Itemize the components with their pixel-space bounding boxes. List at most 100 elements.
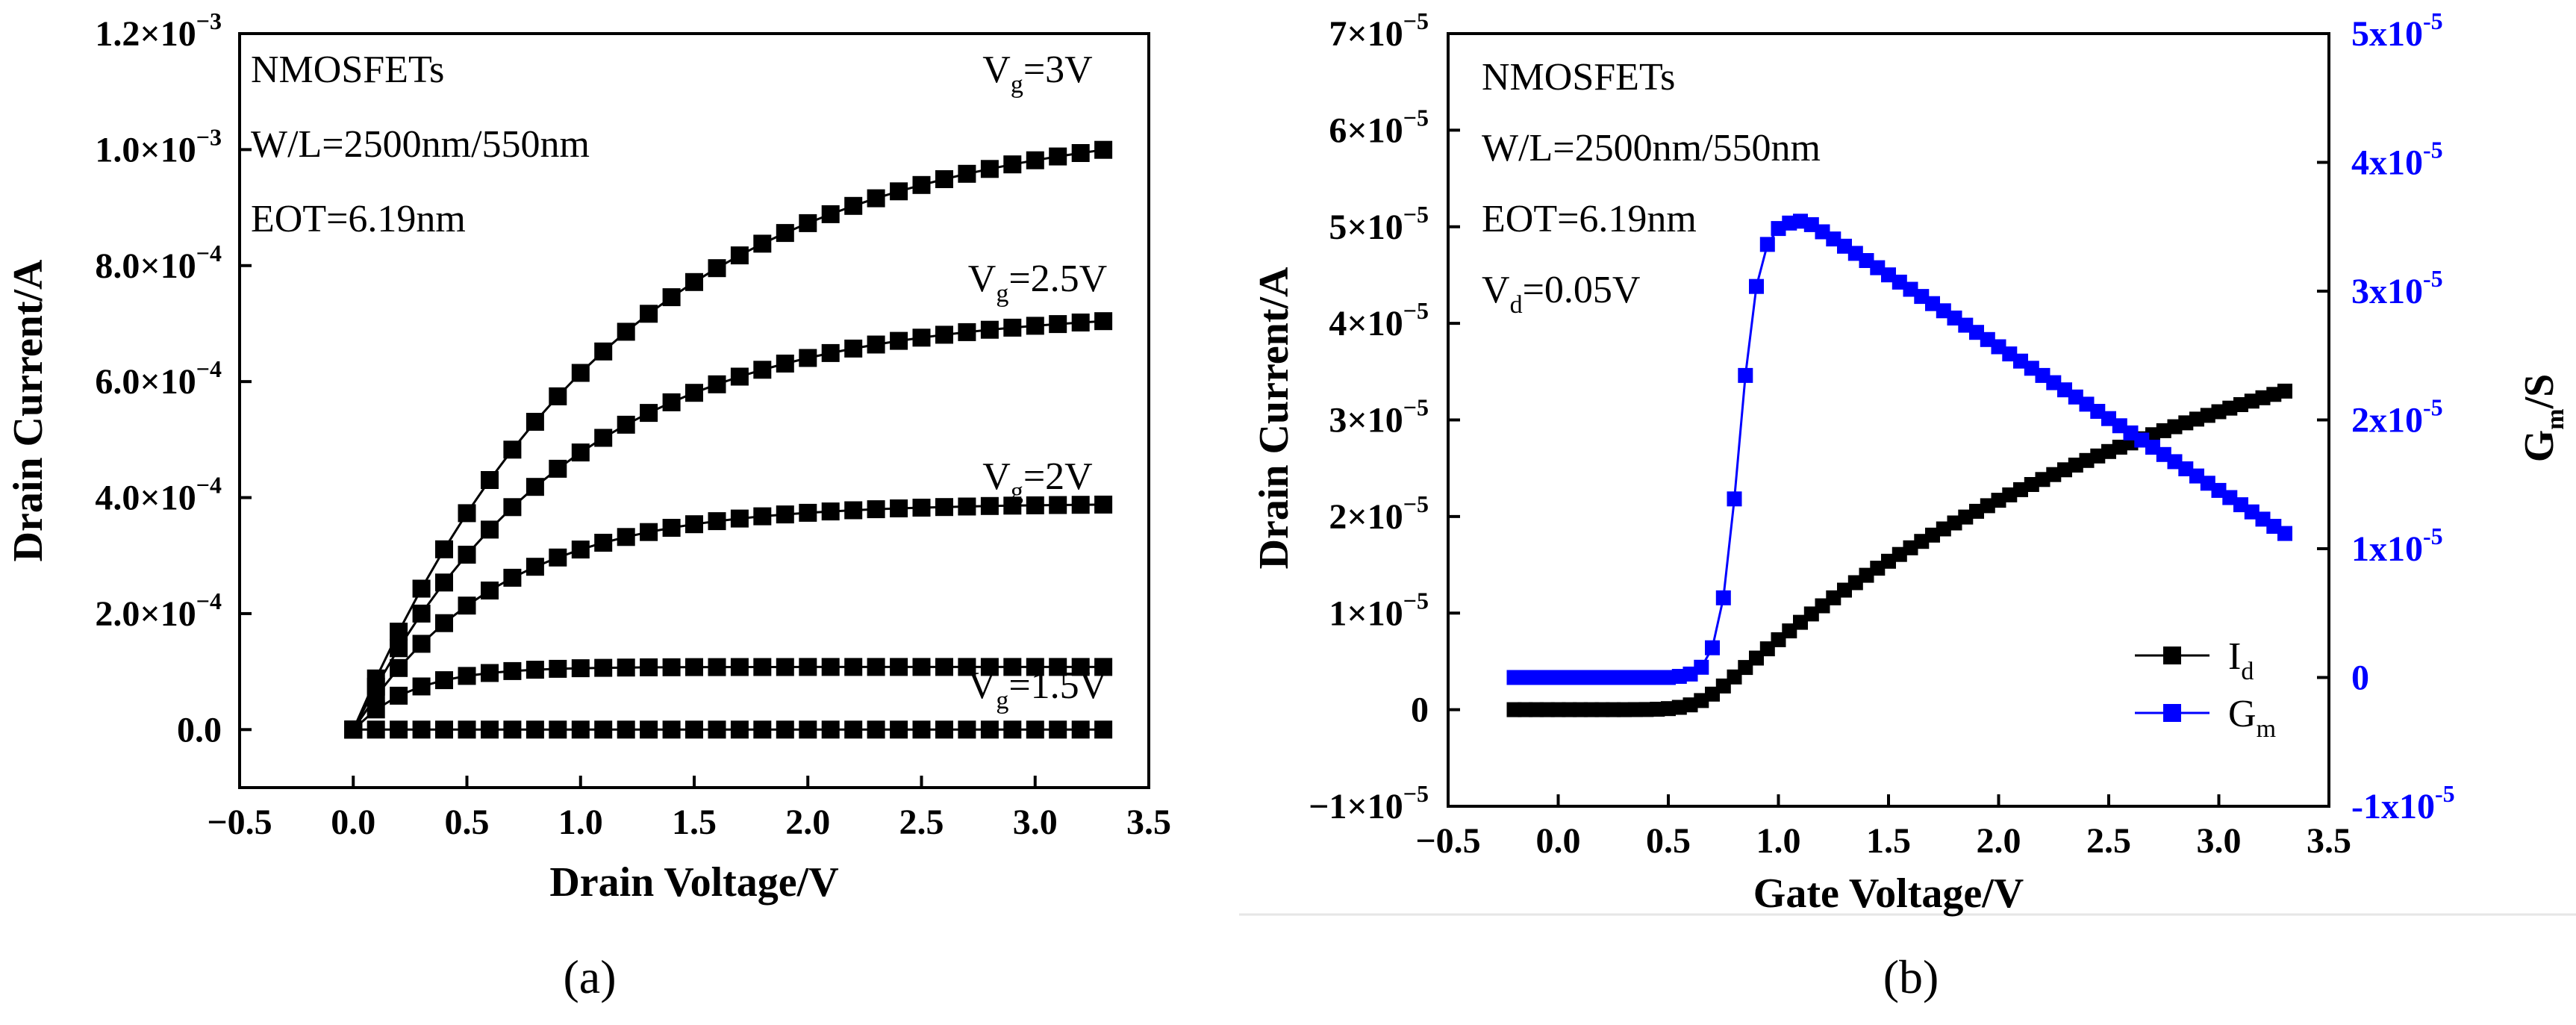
point-a-2-26 [935,498,953,517]
point-a-1-3 [412,604,431,623]
point-a-0-12 [617,323,635,341]
x-tick-label-b-2: 0.5 [1646,821,1691,861]
point-a-2-2 [390,658,408,677]
curve-label-a-0-sub: g [1011,71,1023,99]
annotation-a-1: NMOSFETs [251,49,444,91]
point-a-1-25 [912,328,931,347]
point-a-0-31 [1049,147,1067,166]
point-a-1-20 [799,349,817,367]
point-a-4-1 [367,720,385,739]
x-tick-label-a-0: −0.5 [207,803,272,842]
point-a-1-2 [390,639,408,658]
point-a-4-33 [1094,720,1113,739]
point-a-4-22 [844,720,863,739]
legend-marker-id [2163,647,2181,664]
y-tick-label-right-b-0: -1x10-5 [2351,780,2455,826]
point-a-3-24 [890,658,908,676]
x-tick-label-b-4: 1.5 [1866,821,1911,861]
point-a-1-29 [1003,318,1022,337]
x-tick-label-b-7: 3.0 [2197,821,2242,861]
y-tick-label-b-7-exponent: −5 [1403,104,1429,131]
point-gm-70 [2277,526,2292,541]
point-a-1-28 [980,320,999,339]
point-a-3-11 [594,658,613,677]
point-a-2-12 [617,528,635,546]
point-a-3-20 [799,658,817,676]
point-a-3-16 [708,658,726,676]
point-a-2-23 [867,500,885,519]
y-tick-label-b-8-mantissa: 7×10 [1329,14,1403,54]
point-a-1-17 [730,367,749,386]
annotation-b-3: EOT=6.19nm [1482,198,1697,240]
point-a-4-23 [867,720,885,739]
x-tick-label-a-8: 3.5 [1126,803,1171,842]
point-a-4-7 [503,720,522,739]
curve-label-a-2-post: =2V [1023,455,1093,498]
point-a-2-22 [844,501,863,520]
y-tick-label-a-5-exponent: −3 [196,123,222,150]
panel-label-a: (a) [563,950,616,1003]
point-a-4-6 [481,720,499,739]
point-a-3-21 [821,658,840,676]
point-a-1-11 [594,429,613,447]
y-tick-label-b-3-mantissa: 2×10 [1329,497,1403,537]
y-tick-label-a-1-exponent: −4 [196,588,222,614]
point-a-3-8 [526,661,544,679]
point-a-2-13 [640,523,658,541]
y-tick-label-b-0-mantissa: −1×10 [1309,787,1403,826]
point-a-0-13 [640,305,658,323]
point-a-2-3 [412,635,431,653]
point-a-0-10 [571,364,590,382]
curve-label-a-2-pre: V [982,455,1011,498]
y-tick-label-right-b-3-mantissa: 2x10 [2351,401,2423,440]
point-a-2-28 [980,496,999,515]
point-a-1-6 [481,520,499,539]
x-ticks-b: −0.5 0.0 0.5 1.0 1.5 2.0 2.5 3.0 3.5 [1415,794,2351,861]
point-a-4-32 [1071,720,1090,739]
panel-label-b: (b) [1883,950,1939,1003]
annotation-b-vd-pre: V [1482,269,1510,311]
annotation-b-vd-sub: d [1510,291,1523,319]
point-a-0-6 [481,471,499,489]
y-tick-label-right-b-3-exponent: -5 [2423,394,2443,421]
y-tick-label-a-5: 1.0×10−3 [95,123,222,169]
x-tick-label-b-1: 0.0 [1536,821,1581,861]
series-line-a-0 [352,149,1104,730]
point-a-2-11 [594,534,613,552]
y-tick-label-a-3: 6.0×10−4 [95,355,222,402]
y-tick-label-a-1: 2.0×10−4 [95,588,222,634]
point-a-3-6 [481,664,499,682]
point-a-3-33 [1094,658,1113,676]
x-tick-label-b-3: 1.0 [1756,821,1801,861]
point-a-3-9 [549,659,567,678]
point-gm-22 [1749,278,1764,294]
point-a-4-2 [390,720,408,739]
point-a-4-21 [821,720,840,739]
point-a-4-29 [1003,720,1022,739]
curve-label-a-0: Vg=3V [982,49,1092,99]
y-tick-label-b-6-mantissa: 5×10 [1329,208,1403,247]
point-a-4-19 [776,720,794,739]
point-a-1-26 [935,325,953,344]
point-a-0-22 [844,196,863,215]
point-a-2-4 [435,614,453,632]
x-ticks-a: −0.5 0.0 0.5 1.0 1.5 2.0 2.5 3.0 3.5 [207,776,1171,842]
point-a-2-24 [890,499,908,517]
point-a-0-29 [1003,155,1022,174]
y-axis-label-right-post: /S [2516,374,2563,410]
y-tick-label-b-3-exponent: −5 [1403,490,1429,517]
point-a-2-18 [753,507,772,526]
point-a-0-26 [935,170,953,188]
y-tick-label-a-2-exponent: −4 [196,472,222,499]
point-a-3-3 [412,677,431,696]
y-tick-label-b-2: 1×10−5 [1329,587,1429,633]
legend-label-id-sub: d [2241,658,2254,685]
point-a-4-4 [435,720,453,739]
point-a-3-31 [1049,658,1067,676]
y-tick-label-right-b-2-mantissa: 1x10 [2351,529,2423,569]
point-a-1-5 [458,546,476,564]
y-tick-label-right-b-0-exponent: -5 [2435,780,2455,807]
point-a-1-31 [1049,315,1067,334]
curve-label-a-3-post: =1.5V [1008,664,1107,707]
curve-label-a-2-sub: g [1011,478,1023,505]
